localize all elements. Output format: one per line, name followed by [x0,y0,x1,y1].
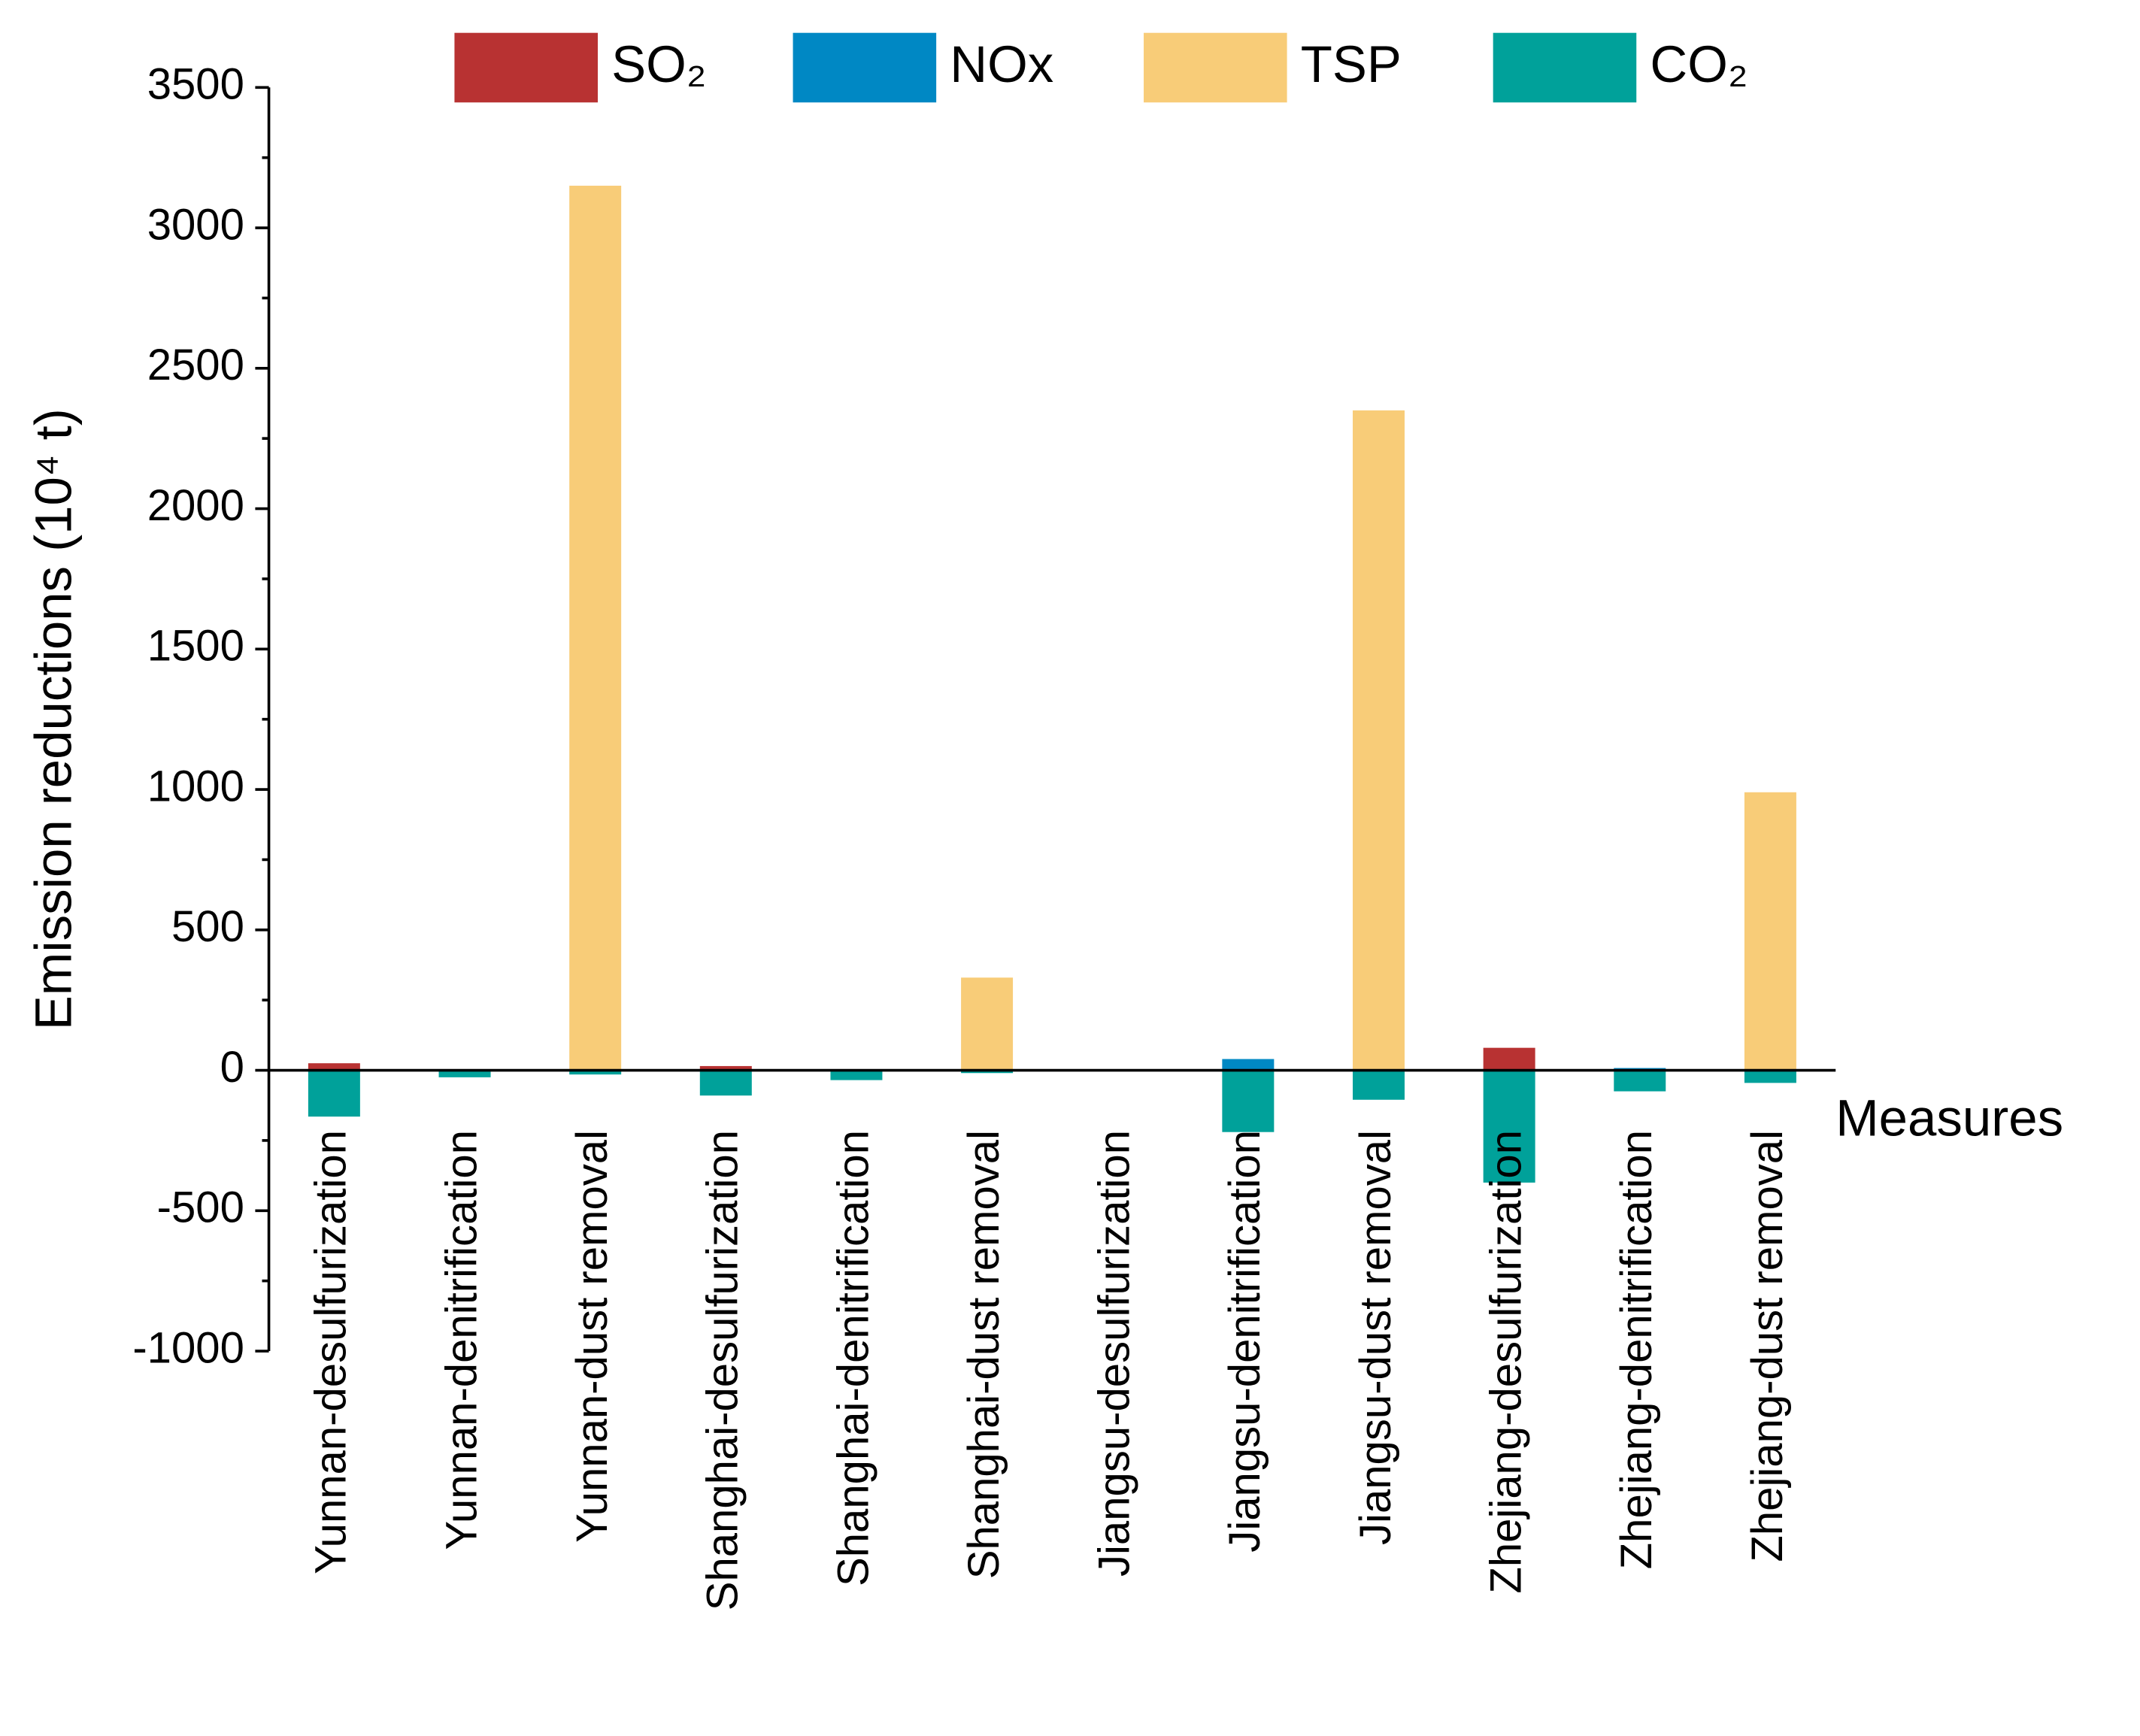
legend-swatch [1144,32,1287,103]
legend-label: CO₂ [1650,35,1747,93]
bar [1483,1047,1535,1071]
x-tick-label: Zhejiang-dust removal [1743,1130,1792,1562]
bar [1744,792,1796,1071]
y-tick-label: 1000 [147,762,244,810]
y-tick-label: 1500 [147,622,244,671]
bar [1483,1070,1535,1183]
legend-label: NOx [950,35,1053,93]
bar [961,977,1014,1071]
bar [699,1070,752,1096]
bar [569,1070,622,1075]
bar [438,1070,491,1077]
bar [1744,1070,1796,1083]
x-tick-label: Zhejiang-desulfurization [1481,1130,1530,1594]
legend-swatch [454,32,598,103]
y-tick-label: 3500 [147,60,244,109]
legend-swatch [1493,32,1637,103]
x-tick-label: Shanghai-denitrification [829,1130,878,1586]
y-axis-label: Emission reductions (10⁴ t) [24,408,82,1030]
bar [699,1065,752,1071]
x-tick-label: Yunnan-denitrification [437,1130,486,1550]
bar [308,1063,360,1071]
x-tick-label: Shanghai-desulfurization [699,1130,747,1610]
bar [308,1070,360,1117]
bar [1222,1070,1275,1132]
x-tick-label: Shanghai-dust removal [959,1130,1008,1579]
y-tick-label: 500 [171,902,244,951]
x-tick-label: Zhejiang-denitrification [1612,1130,1661,1569]
legend-label: TSP [1301,35,1402,93]
bar [1353,1070,1405,1100]
x-tick-label: Jiangsu-denitrification [1220,1130,1269,1553]
x-tick-label: Jiangsu-dust removal [1351,1130,1400,1545]
bar [961,1070,1014,1074]
legend-label: SO₂ [611,35,706,93]
x-tick-label: Yunnan-desulfurization [307,1130,356,1574]
bar [1222,1059,1275,1071]
y-tick-label: 0 [220,1043,244,1092]
y-tick-label: -500 [157,1183,244,1232]
y-tick-label: 3000 [147,200,244,249]
bar [1353,410,1405,1071]
y-tick-label: 2000 [147,481,244,530]
y-tick-label: 2500 [147,341,244,389]
x-axis-label: Measures [1835,1089,2063,1147]
y-tick-label: -1000 [132,1323,244,1372]
bar [830,1070,883,1080]
legend-swatch [793,32,937,103]
x-tick-label: Yunnan-dust removal [568,1130,617,1543]
bar [1614,1070,1666,1092]
bar [569,186,622,1071]
x-tick-label: Jiangsu-desulfurization [1090,1130,1139,1577]
